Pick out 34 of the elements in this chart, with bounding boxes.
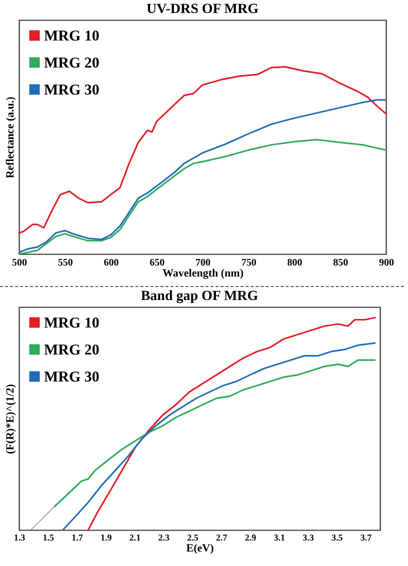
x-tick-label: 500 [12,258,27,268]
x-tick-label: 800 [287,258,302,268]
legend-label: MRG 30 [44,82,100,98]
legend-label: MRG 30 [44,370,100,386]
x-tick-label: 850 [333,258,348,268]
x-tick-label: 2.7 [216,532,228,542]
x-tick-label: 900 [379,258,394,268]
x-tick-label: 2.5 [187,532,199,542]
legend-label: MRG 20 [44,56,100,72]
x-tick-label: 1.5 [42,532,55,542]
x-tick-label: 550 [58,258,73,268]
x-tick-label: 750 [241,258,256,268]
x-tick-label: 2.3 [158,532,170,542]
x-axis-title: Wavelength (nm) [162,268,244,280]
x-tick-label: 3.7 [360,532,372,542]
x-axis-title: E(eV) [186,542,214,554]
x-tick-label: 650 [150,258,165,268]
x-tick-label: 3.3 [302,532,314,542]
y-axis-title: (F(R)*E)^(1/2) [4,384,16,454]
legend-label: MRG 20 [44,342,100,358]
legend-label: MRG 10 [44,316,100,332]
x-tick-label: 600 [104,258,119,268]
x-tick-label: 2.9 [244,532,257,542]
x-tick-label: 3.5 [332,532,344,542]
x-tick-label: 3.1 [274,532,286,542]
x-tick-label: 1.7 [72,532,84,542]
y-axis-title: Reflectance (a.u.) [4,96,16,178]
x-tick-label: 2.1 [129,532,142,542]
x-tick-label: 700 [196,258,210,268]
x-tick-label: 1.9 [100,532,112,542]
x-tick-label: 1.3 [14,532,26,542]
chart-title: UV-DRS OF MRG [146,2,259,17]
legend-label: MRG 10 [44,28,100,44]
chart-title: Band gap OF MRG [140,289,258,304]
